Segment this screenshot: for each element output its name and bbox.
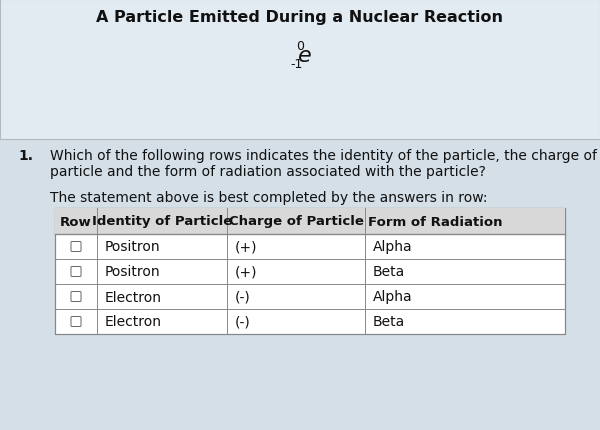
FancyBboxPatch shape bbox=[71, 242, 81, 252]
Text: Which of the following rows indicates the identity of the particle, the charge o: Which of the following rows indicates th… bbox=[50, 149, 600, 163]
Text: Charge of Particle: Charge of Particle bbox=[229, 215, 364, 228]
Text: Beta: Beta bbox=[373, 265, 405, 279]
FancyBboxPatch shape bbox=[71, 292, 81, 302]
Text: particle and the form of radiation associated with the particle?: particle and the form of radiation assoc… bbox=[50, 165, 486, 178]
Text: Beta: Beta bbox=[373, 315, 405, 329]
Bar bbox=[0, 0, 600, 140]
Text: Identity of Particle: Identity of Particle bbox=[92, 215, 232, 228]
Text: The statement above is best completed by the answers in row:: The statement above is best completed by… bbox=[50, 190, 487, 205]
Text: Alpha: Alpha bbox=[373, 240, 413, 254]
Text: (+): (+) bbox=[235, 265, 257, 279]
Text: e: e bbox=[298, 46, 312, 66]
Text: Positron: Positron bbox=[105, 265, 161, 279]
Text: (+): (+) bbox=[235, 240, 257, 254]
FancyBboxPatch shape bbox=[71, 267, 81, 277]
Bar bbox=[55, 209, 565, 234]
Text: (-): (-) bbox=[235, 315, 251, 329]
Text: Row: Row bbox=[60, 215, 92, 228]
Text: Positron: Positron bbox=[105, 240, 161, 254]
Text: Alpha: Alpha bbox=[373, 290, 413, 304]
Text: Form of Radiation: Form of Radiation bbox=[368, 215, 502, 228]
FancyBboxPatch shape bbox=[71, 317, 81, 327]
Text: Electron: Electron bbox=[105, 315, 162, 329]
Text: A Particle Emitted During a Nuclear Reaction: A Particle Emitted During a Nuclear Reac… bbox=[97, 10, 503, 25]
Text: 1.: 1. bbox=[18, 149, 33, 163]
Text: -1: -1 bbox=[290, 58, 302, 71]
Text: (-): (-) bbox=[235, 290, 251, 304]
Text: 0: 0 bbox=[296, 40, 304, 52]
Text: Electron: Electron bbox=[105, 290, 162, 304]
Bar bbox=[55, 209, 565, 334]
